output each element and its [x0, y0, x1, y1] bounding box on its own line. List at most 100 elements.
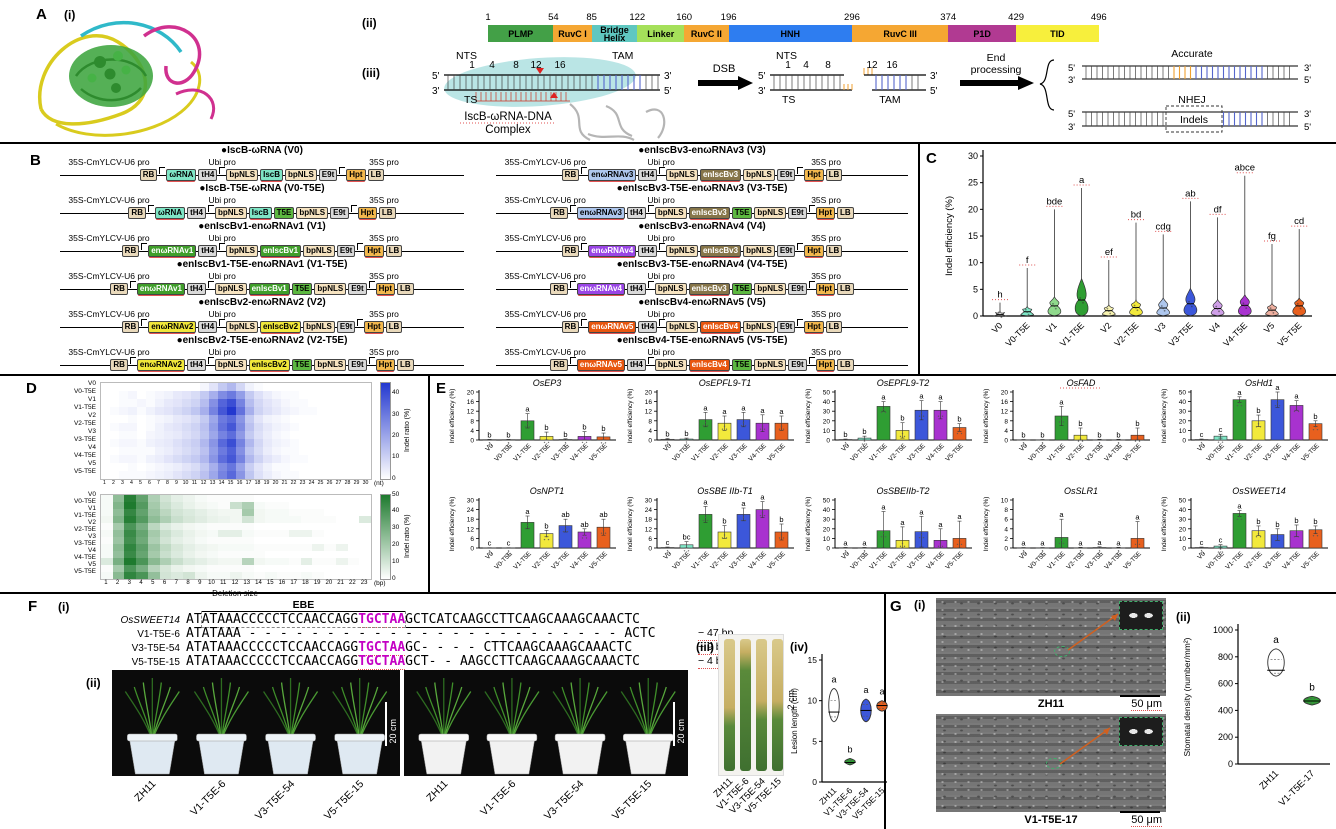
stat-letter: b — [1294, 516, 1298, 525]
construct-bar: RB enωRNAv3 tH4 bpNLS enIscBv3 bpNLS E9t Hpt LB — [492, 167, 912, 182]
violin — [1267, 648, 1285, 677]
x-tick-label: V4-T5E — [1103, 550, 1124, 571]
sequence-text: ATATAAACCCCCTCCAACCAGGTGCTAAGC- - - - CT… — [186, 640, 633, 656]
heatmap-x-tick: 6 — [162, 580, 167, 586]
heatmap-row-label: V4 — [88, 443, 96, 451]
svg-text:10: 10 — [968, 258, 978, 268]
svg-text:18: 18 — [467, 517, 475, 524]
domain-label: Bridge Helix — [600, 24, 629, 43]
svg-text:40: 40 — [1179, 507, 1187, 514]
heatmap-x-tick: 15 — [266, 580, 274, 586]
domain-ruvc-iii: RuvC III — [851, 25, 949, 42]
divider-b-c — [918, 142, 920, 375]
hpt-element: Hpt — [375, 358, 395, 371]
stat-letter: b — [684, 429, 688, 438]
svg-text:10: 10 — [823, 428, 831, 435]
x-tick-label: V3-T5E — [550, 550, 571, 571]
svg-text:8: 8 — [1004, 418, 1008, 425]
omega-rna-element: enωRNAv3 — [576, 206, 625, 219]
svg-text:0: 0 — [470, 438, 474, 445]
colorbar-tick: 0 — [392, 574, 396, 582]
lb-element: LB — [836, 282, 854, 295]
iscb-element: enIscBv2 — [259, 320, 302, 333]
y-axis-label: Indel efficiency (%) — [1161, 389, 1168, 444]
svg-text:25: 25 — [968, 178, 978, 188]
stomata-inset-2 — [1119, 717, 1163, 746]
bpnls-element: bpNLS — [214, 358, 247, 371]
x-tick-label: V4-T5E — [1281, 442, 1302, 463]
sequence-name: V3-T5E-54 — [131, 643, 180, 654]
construct-bar: RB enωRNAv5 tH4 bpNLS enIscBv4 bpNLS E9t Hpt LB — [492, 319, 912, 334]
iscb-element: IscB — [248, 206, 272, 219]
y-axis-label: Indel efficiency (%) — [983, 389, 990, 444]
construct-bar: RB enωRNAv2 tH4 bpNLS enIscBv2 T5E bpNLS E9t Hpt… — [56, 357, 468, 372]
lb-element: LB — [825, 244, 843, 257]
violin — [1074, 277, 1089, 317]
promoter-label: 35S pro — [811, 347, 841, 357]
heatmap-x-tick: 11 — [220, 580, 227, 586]
lb-element: LB — [378, 206, 396, 219]
svg-text:20: 20 — [823, 418, 831, 425]
stat-letter: a — [1273, 635, 1279, 646]
svg-text:0: 0 — [812, 777, 817, 787]
construct: ●enIscBv3-T5E-enωRNAv3 (V3-T5E) 35S-CmYLC… — [492, 183, 912, 221]
rb-element: RB — [561, 320, 580, 333]
stat-letter: bd — [1131, 210, 1142, 221]
heatmap-row-label: V2 — [88, 519, 96, 526]
stat-letter: a — [703, 403, 708, 412]
stat-letter: c — [488, 539, 492, 548]
construct-bar: RB enωRNAv3 tH4 bpNLS enIscBv3 T5E bpNLS E9t Hpt… — [492, 205, 912, 220]
promoter-label: 35S pro — [369, 195, 399, 205]
bpnls-element: bpNLS — [754, 206, 787, 219]
tam-sequence: TGCTAA — [358, 612, 406, 628]
th4-element: tH4 — [626, 358, 646, 371]
svg-text:6: 6 — [470, 536, 474, 543]
bar-chart-OsSBE IIb-T1: OsSBE IIb-T1 Indel efficiency (%) 0 6 12 18 24… — [624, 484, 800, 591]
promoter-label: 35S pro — [811, 195, 841, 205]
promoter-label: 35S-CmYLCV-U6 pro — [68, 309, 150, 319]
bpnls-element: bpNLS — [743, 244, 775, 257]
heatmap-x-tick: 13 — [243, 580, 251, 586]
panel-label-c: C — [926, 150, 937, 167]
th4-element: tH4 — [626, 206, 646, 219]
svg-text:5': 5' — [1068, 63, 1075, 74]
svg-text:DSB: DSB — [713, 63, 736, 75]
svg-text:5': 5' — [930, 86, 938, 97]
x-tick-label: V0-T5E — [671, 442, 692, 463]
x-tick-label: V0 — [840, 442, 851, 453]
svg-text:3': 3' — [930, 71, 938, 82]
tam-sequence: TGCTAA — [358, 640, 406, 656]
bar-chart-OsHd1: OsHd1 Indel efficiency (%) 0 10 20 30 40 50 c V0 c… — [1158, 376, 1334, 483]
iscb-element: enIscBv2 — [248, 358, 290, 371]
construct-bar: RB enωRNAv1 tH4 bpNLS enIscBv1 T5E bpNLS E9t Hpt… — [56, 281, 468, 296]
svg-text:5': 5' — [1304, 75, 1311, 86]
plant-label: V3-T5E-54 — [542, 778, 587, 823]
promoter-arrow-icon — [129, 281, 136, 288]
domain-boundary-number: 54 — [548, 12, 559, 23]
t5e-element: T5E — [273, 206, 295, 219]
x-tick-label: V0 — [1018, 550, 1029, 561]
stat-letter: cdg — [1156, 221, 1171, 232]
stat-letter: b — [1135, 419, 1139, 428]
heatmap-row-label: V5 — [88, 459, 96, 467]
iscb-element: enIscBv4 — [688, 358, 730, 371]
stat-letter: ab — [599, 510, 607, 519]
chart-title: OsNPT1 — [530, 486, 565, 496]
construct: ●enIscBv2-enωRNAv2 (V2) 35S-CmYLCV-U6 pro… — [56, 297, 468, 335]
svg-text:40: 40 — [1179, 399, 1187, 406]
domain-bridge-helix: Bridge Helix — [591, 24, 638, 43]
stat-letter: a — [1275, 383, 1280, 392]
x-tick-label: V1 — [1044, 320, 1059, 335]
heatmap-colorbar — [380, 382, 391, 480]
x-tick-label: V0 — [1196, 550, 1207, 561]
svg-text:1: 1 — [785, 60, 791, 71]
svg-text:4: 4 — [648, 428, 652, 435]
heatmap-x-tick: 9 — [175, 480, 178, 486]
svg-text:3': 3' — [1068, 122, 1075, 133]
t5e-element: T5E — [291, 282, 313, 295]
svg-text:800: 800 — [1218, 652, 1233, 662]
hpt-element: Hpt — [815, 358, 835, 371]
heatmap-x-tick: 20 — [325, 580, 333, 586]
svg-text:TAM: TAM — [879, 94, 900, 106]
stat-letter: abce — [1234, 163, 1255, 174]
